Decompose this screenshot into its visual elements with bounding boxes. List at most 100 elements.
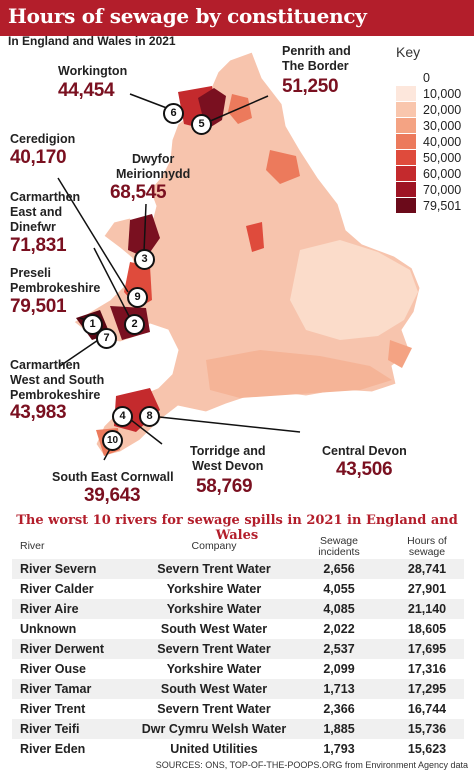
cell-hours: 15,623 [407, 742, 447, 756]
cell-incidents: 2,537 [323, 642, 355, 656]
key-label: 30,000 [423, 119, 462, 133]
cell-river: River Ouse [20, 662, 87, 676]
cell-hours: 17,295 [407, 682, 447, 696]
table-row: River Teifi Dwr Cymru Welsh Water 1,885 15,… [12, 719, 464, 739]
key-swatch [396, 70, 416, 85]
table-row: River Aire Yorkshire Water 4,085 21,140 [12, 599, 464, 619]
label-se-cornwall: South East Cornwall [52, 470, 174, 484]
cell-river: Unknown [20, 622, 77, 636]
key-label: 60,000 [423, 167, 462, 181]
midlands-patch [246, 222, 264, 252]
value-penrith: 51,250 [282, 76, 339, 97]
cell-river: River Derwent [20, 642, 105, 656]
key-swatch [396, 118, 416, 133]
value-se-cornwall: 39,643 [84, 485, 141, 506]
cell-incidents: 1,885 [323, 722, 355, 736]
kent-patch [388, 340, 412, 368]
sources-note: SOURCES: ONS, TOP-OF-THE-POOPS.ORG from … [155, 760, 468, 770]
cell-river: River Aire [20, 602, 79, 616]
cell-incidents: 2,099 [323, 662, 355, 676]
key-swatch [396, 198, 416, 213]
cell-company: South West Water [160, 682, 268, 696]
cell-incidents: 4,055 [323, 582, 355, 596]
table-row: Unknown South West Water 2,022 18,605 [12, 619, 464, 639]
value-preseli: 79,501 [10, 296, 67, 317]
marker-2: 2 [124, 314, 145, 335]
marker-4: 4 [112, 406, 133, 427]
cell-hours: 21,140 [407, 602, 447, 616]
cell-river: River Trent [20, 702, 86, 716]
marker-8: 8 [139, 406, 160, 427]
label-workington: Workington [58, 64, 128, 78]
cell-river: River Tamar [20, 682, 92, 696]
marker-5: 5 [191, 114, 212, 135]
title-bar [0, 0, 474, 36]
label-preseli: Preseli Pembrokeshire [10, 266, 101, 295]
marker-3: 3 [134, 249, 155, 270]
value-ceredigion: 40,170 [10, 147, 67, 168]
value-workington: 44,454 [58, 80, 115, 101]
yorkshire-patch [266, 150, 300, 184]
cell-company: Severn Trent Water [157, 702, 271, 716]
label-torridge: Torridge and West Devon [190, 444, 266, 473]
key-label: 79,501 [423, 199, 462, 213]
marker-6: 6 [163, 103, 184, 124]
cell-river: River Severn [20, 562, 97, 576]
cell-incidents: 2,022 [323, 622, 355, 636]
header-incidents: Sewage incidents [318, 535, 360, 558]
marker-1: 1 [82, 314, 103, 335]
cell-hours: 27,901 [407, 582, 447, 596]
key-label: 0 [423, 71, 430, 85]
cell-hours: 17,316 [407, 662, 447, 676]
cell-hours: 18,605 [407, 622, 447, 636]
cell-incidents: 2,656 [323, 562, 355, 576]
label-ceredigion: Ceredigion [10, 132, 76, 146]
cell-hours: 28,741 [407, 562, 447, 576]
cell-river: River Calder [20, 582, 94, 596]
table-row: River Trent Severn Trent Water 2,366 16,744 [12, 699, 464, 719]
key-label: 40,000 [423, 135, 462, 149]
cell-company: United Utilities [170, 742, 258, 756]
key-label: 70,000 [423, 183, 462, 197]
key-title: Key [396, 44, 421, 60]
cell-company: Yorkshire Water [166, 582, 262, 596]
key-swatch [396, 150, 416, 165]
table-row: River Calder Yorkshire Water 4,055 27,901 [12, 579, 464, 599]
key-swatch [396, 102, 416, 117]
cell-incidents: 2,366 [323, 702, 355, 716]
key-swatch [396, 166, 416, 181]
page-subtitle: In England and Wales in 2021 [8, 34, 176, 48]
table-row: River Eden United Utilities 1,793 15,623 [12, 739, 464, 759]
key-label: 10,000 [423, 87, 462, 101]
table-row: River Ouse Yorkshire Water 2,099 17,316 [12, 659, 464, 679]
label-dwyfor: Dwyfor Meirionnydd [116, 152, 191, 181]
cell-company: Yorkshire Water [166, 662, 262, 676]
marker-10: 10 [102, 430, 123, 451]
header-company: Company [191, 540, 237, 552]
header-river: River [20, 540, 45, 552]
cell-river: River Teifi [20, 722, 80, 736]
pennine-patch [228, 94, 252, 124]
key-label: 50,000 [423, 151, 462, 165]
key-swatch [396, 134, 416, 149]
label-penrith: Penrith and The Border [282, 44, 351, 73]
value-carmarthen-east: 71,831 [10, 235, 67, 256]
south-england-region [206, 350, 392, 398]
marker-7: 7 [96, 328, 117, 349]
east-england-region [290, 240, 418, 340]
table-row: River Severn Severn Trent Water 2,656 28,74… [12, 559, 464, 579]
table-title: The worst 10 rivers for sewage spills in… [16, 513, 458, 543]
key-swatch [396, 182, 416, 197]
england-wales-map [57, 51, 421, 461]
cell-incidents: 1,713 [323, 682, 355, 696]
cell-hours: 16,744 [407, 702, 447, 716]
cell-incidents: 1,793 [323, 742, 355, 756]
cell-company: South West Water [160, 622, 268, 636]
cell-incidents: 4,085 [323, 602, 355, 616]
cell-hours: 15,736 [407, 722, 447, 736]
marker-9: 9 [127, 287, 148, 308]
value-dwyfor: 68,545 [110, 182, 167, 203]
value-carmarthen-west: 43,983 [10, 402, 67, 423]
key-swatch [396, 86, 416, 101]
cell-company: Severn Trent Water [157, 642, 271, 656]
